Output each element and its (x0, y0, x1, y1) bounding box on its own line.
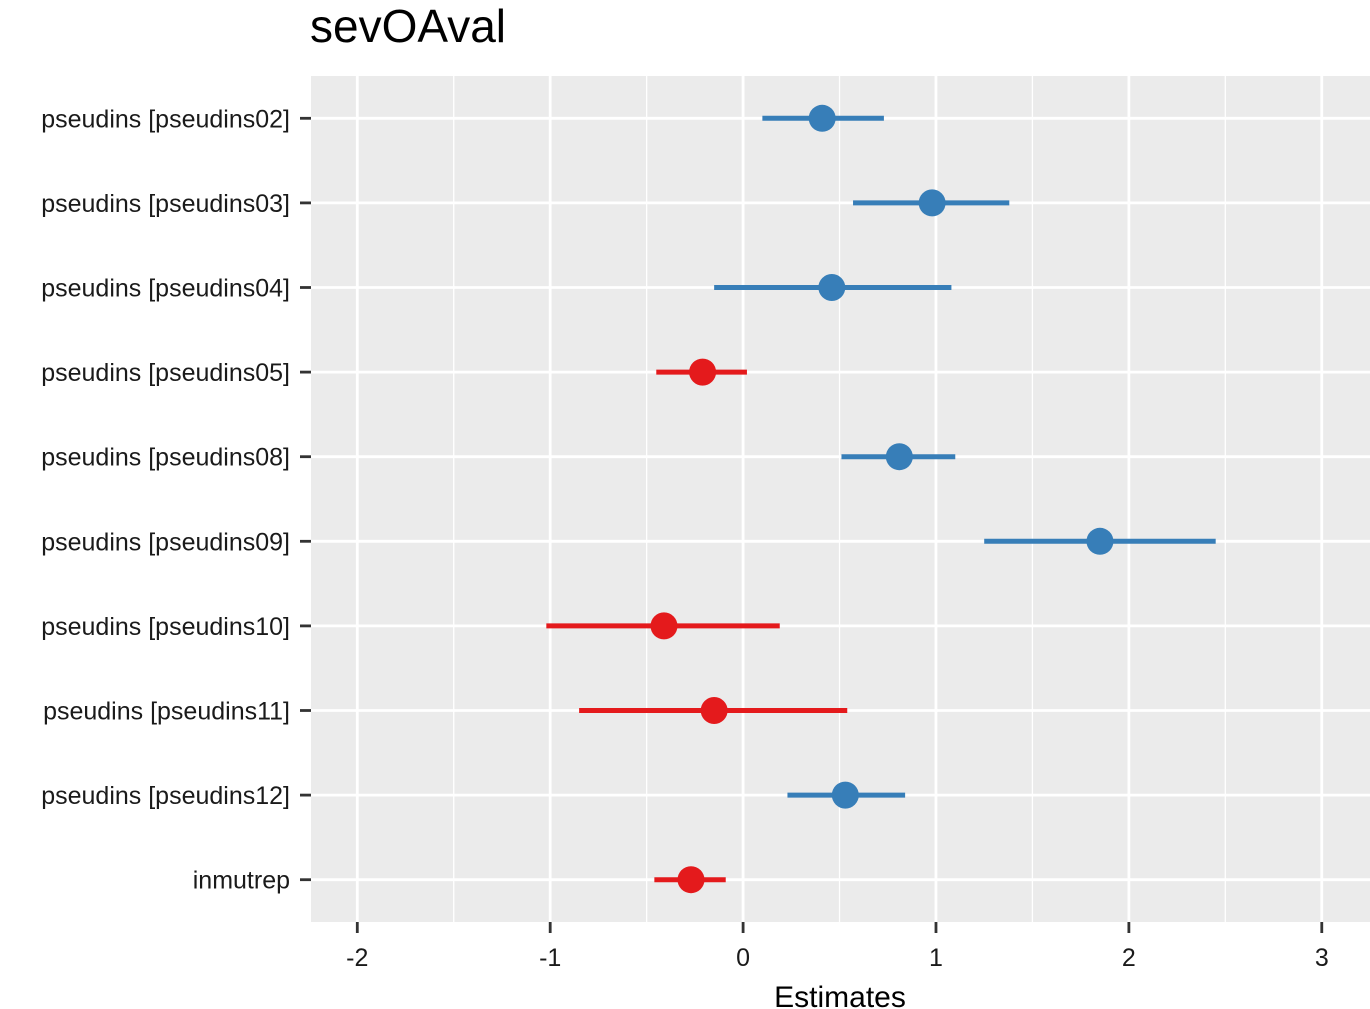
chart-title: sevOAval (310, 0, 506, 52)
y-tick-label: pseudins [pseudins11] (43, 698, 290, 726)
y-axis: pseudins [pseudins02] pseudins [pseudins0… (41, 105, 311, 895)
point-estimate (650, 612, 678, 640)
point-estimate (689, 358, 717, 386)
y-tick-label: pseudins [pseudins09] (41, 528, 290, 556)
x-tick-label: -2 (346, 944, 368, 972)
x-tick-label: 2 (1122, 944, 1136, 972)
point-estimate (808, 104, 836, 132)
y-tick-label: pseudins [pseudins10] (41, 613, 290, 641)
y-tick-label: inmutrep (193, 867, 290, 895)
x-tick-label: 3 (1315, 944, 1329, 972)
grid-minor (453, 76, 1226, 922)
point-estimate (918, 189, 946, 217)
x-tick-label: -1 (539, 944, 561, 972)
y-tick-label: pseudins [pseudins04] (41, 275, 290, 303)
points (650, 104, 1114, 894)
point-estimate (677, 866, 705, 894)
point-estimate (700, 697, 728, 724)
plot-panel (311, 76, 1370, 922)
x-axis-title: Estimates (774, 981, 906, 1009)
point-estimate (885, 443, 913, 471)
y-tick-label: pseudins [pseudins03] (41, 190, 290, 218)
point-estimate (1086, 527, 1114, 555)
y-tick-label: pseudins [pseudins12] (41, 782, 290, 810)
x-axis: -2 -1 0 1 2 3 (346, 922, 1329, 972)
point-estimate (831, 781, 859, 809)
x-tick-label: 0 (736, 944, 750, 972)
y-tick-label: pseudins [pseudins08] (41, 444, 290, 472)
x-tick-label: 1 (929, 944, 943, 972)
y-tick-label: pseudins [pseudins02] (41, 105, 290, 133)
y-tick-label: pseudins [pseudins05] (41, 359, 290, 387)
point-estimate (818, 274, 846, 301)
